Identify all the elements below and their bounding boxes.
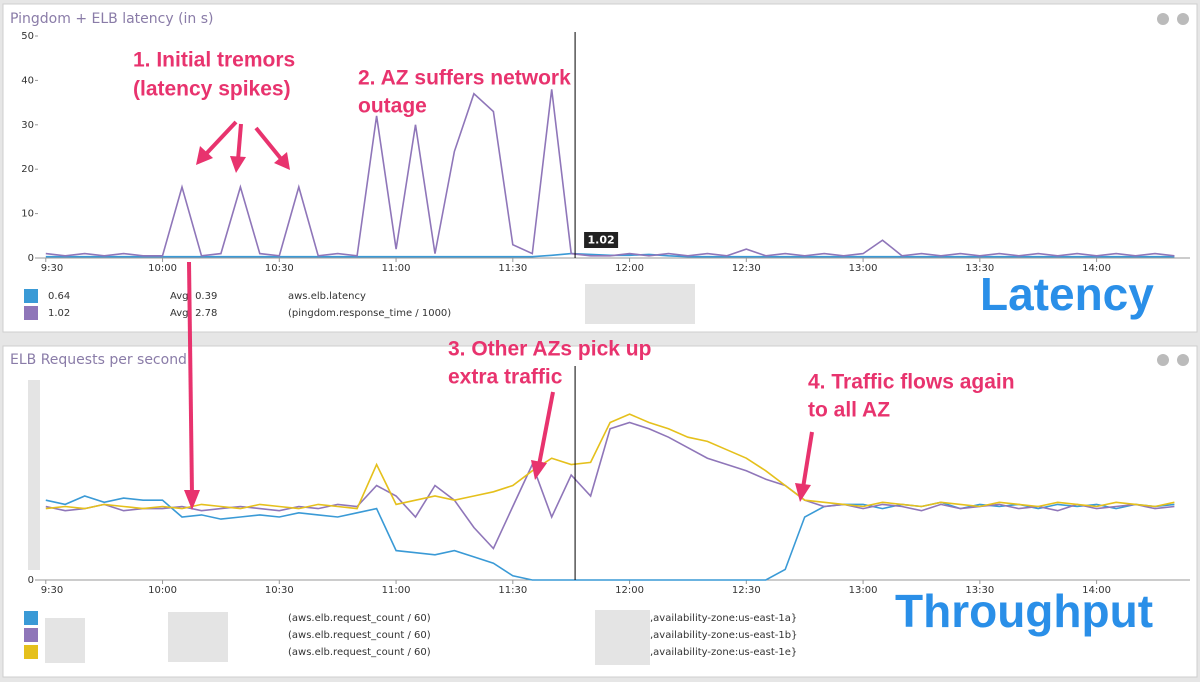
arrow-head [196,146,213,165]
legend-swatch [24,645,38,659]
series-line [45,89,1175,257]
plots: 0 10 20 30 40 50 9:30 10:00 10:30 11:00 11:30 12:00… [21,31,1190,659]
arrow [203,120,238,157]
annotation: to all AZ [808,399,890,422]
x-tick-label: 13:00 [849,263,878,274]
legend-swatch [24,306,38,320]
annotation: 1. Initial tremors [133,49,295,72]
legend-name: (aws.elb.request_count / 60) [288,647,431,658]
panel-icons[interactable] [1157,13,1189,366]
x-tick-label: 12:00 [615,263,644,274]
y-tick-label: 0 [28,575,34,586]
x-tick-label: 13:00 [849,585,878,596]
arrow [254,126,284,162]
legend-tags: ,availability-zone:us-east-1b} [650,630,797,641]
x-tick-label: 14:00 [1082,585,1111,596]
legend-tags: ,availability-zone:us-east-1a} [650,613,797,624]
x-tick-label: 11:00 [382,585,411,596]
annotation: (latency spikes) [133,78,291,101]
x-tick-label: 10:30 [265,585,294,596]
x-tick-label: 11:30 [498,585,527,596]
legend-average: Avg: 0.39 [170,291,217,302]
panel-label: Throughput [895,585,1153,637]
panel-title: ELB Requests per second [10,352,187,368]
x-tick-label: 12:30 [732,263,761,274]
x-tick-label: 10:30 [265,263,294,274]
panel-title: Pingdom + ELB latency (in s) [10,11,214,27]
panel-label: Latency [980,268,1154,320]
annotation: 4. Traffic flows again [808,371,1015,394]
legend-swatch [24,289,38,303]
tooltip-label: 1.02 [588,234,615,247]
settings-icon[interactable] [1157,13,1169,25]
legend-swatch [24,628,38,642]
annotation: outage [358,95,427,118]
arrow [537,391,555,466]
y-tick-label: 40 [21,75,34,86]
close-icon[interactable] [1177,354,1189,366]
x-tick-label: 13:30 [965,585,994,596]
x-tick-label: 10:00 [148,585,177,596]
arrow-head [531,460,547,480]
x-tick-label: 12:30 [732,585,761,596]
series-line [45,413,1175,510]
y-tick-label: 10 [21,209,34,220]
x-tick-label: 11:30 [498,263,527,274]
arrow-head [795,483,811,502]
arrow-head [184,490,200,510]
legend-average: Avg: 2.78 [170,308,217,319]
legend-swatch [24,611,38,625]
arrow [801,431,814,489]
y-tick-label: 20 [21,164,34,175]
annotation: 3. Other AZs pick up [448,338,651,361]
arrow [236,123,243,161]
annotation: extra traffic [448,366,563,389]
legend-current: 1.02 [48,308,70,319]
legend-name: (aws.elb.request_count / 60) [288,613,431,624]
arrow [187,261,194,496]
legend-name: (aws.elb.request_count / 60) [288,630,431,641]
legend-name: aws.elb.latency [288,291,366,302]
y-tick-label: 30 [21,120,34,131]
x-tick-label: 9:30 [41,263,63,274]
y-tick-label: 0 [28,253,34,264]
x-tick-label: 14:00 [1082,263,1111,274]
y-tick-label: 50 [21,31,34,42]
legend-tags: ,availability-zone:us-east-1e} [650,647,797,658]
arrow-head [230,156,246,173]
tooltip [584,232,619,248]
redacted [28,284,695,665]
x-tick-label: 10:00 [148,263,177,274]
annotations: 1. Initial tremors (latency spikes) 2. A… [133,49,1155,638]
x-tick-label: 13:30 [965,263,994,274]
legend-current: 0.64 [48,291,70,302]
x-tick-label: 11:00 [382,263,411,274]
legend-name: (pingdom.response_time / 1000) [288,308,451,319]
settings-icon[interactable] [1157,354,1169,366]
close-icon[interactable] [1177,13,1189,25]
x-tick-label: 12:00 [615,585,644,596]
annotation: 2. AZ suffers network [358,67,571,90]
panel [2,3,1198,333]
x-tick-label: 9:30 [41,585,63,596]
arrow-head [274,152,290,170]
